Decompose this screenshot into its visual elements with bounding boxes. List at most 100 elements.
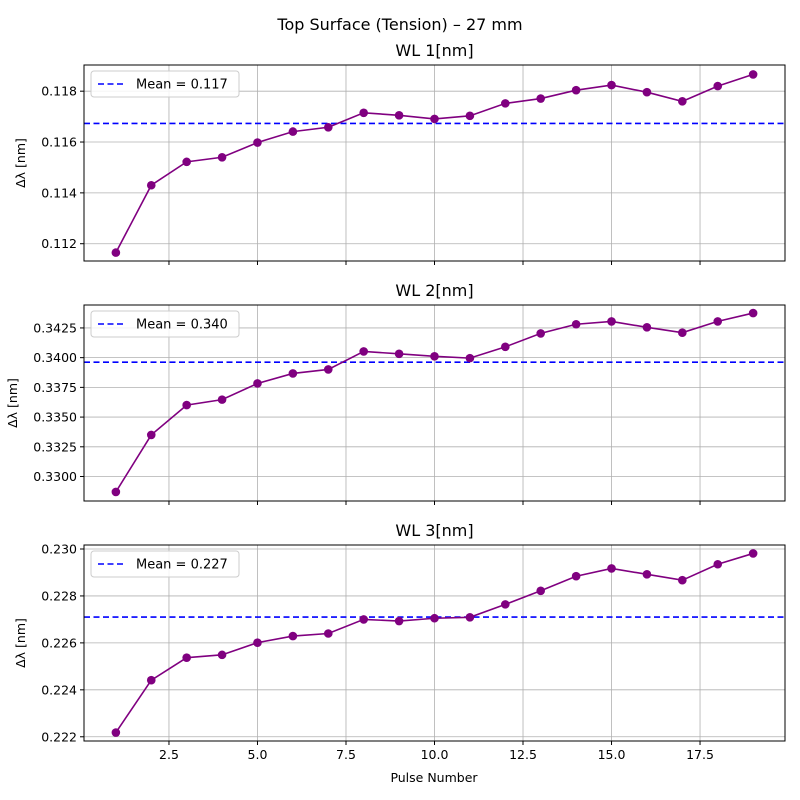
data-point [111,248,121,257]
data-point [713,81,723,91]
data-point [182,400,191,410]
data-point [323,122,333,132]
data-point [501,342,510,352]
data-point [571,571,581,581]
legend: Mean = 0.340 [90,310,240,338]
data-point [182,653,191,662]
x-tick-label: 15.0 [598,747,626,762]
subplot-3: WL 3[nm] 0.222 0.224 0.226 0.228 0.230 2.5 5.0 7… [13,521,786,762]
legend-box [90,550,240,578]
x-tick-label: 17.5 [686,747,714,762]
data-point [465,111,475,121]
data-point [323,629,333,638]
data-point [430,114,439,124]
data-point [288,127,298,136]
data-point [359,108,368,118]
data-point [111,728,121,737]
y-tick-label: 0.226 [41,635,77,650]
data-point [359,615,368,624]
data-point [146,675,156,685]
y-tick-label: 0.3350 [33,410,77,425]
data-point [678,97,687,106]
y-tick-label: 0.3325 [33,439,77,454]
data-point [253,379,262,388]
data-point [430,352,439,361]
axes-frame [83,304,786,502]
data-point [642,87,652,97]
data-point [501,600,510,609]
data-point [713,317,723,326]
data-point [217,650,227,660]
y-axis-label: Δλ [nm] [13,618,28,668]
data-point [748,308,758,318]
y-tick-label: 0.3375 [33,380,77,395]
y-tick-label: 0.3400 [33,350,77,365]
data-point [536,329,546,338]
data-point [465,612,475,622]
axes-frame [83,64,786,262]
legend-box [90,70,240,98]
y-tick-label: 0.114 [41,185,77,200]
y-axis-label: Δλ [nm] [13,138,28,188]
data-point [678,328,687,337]
data-point [713,559,723,569]
data-point [182,157,191,167]
data-point [394,349,404,359]
data-point [465,353,475,363]
y-tick-label: 0.3425 [33,320,77,335]
data-point [146,430,156,440]
data-point [571,85,581,95]
data-point [607,564,616,573]
subplot-2: WL 2[nm] 0.3300 0.3325 0.3350 0.3375 0.3400 0.… [5,281,786,505]
data-point [146,180,156,190]
y-tick-label: 0.228 [41,588,77,603]
x-axis-label: Pulse Number [390,770,478,785]
data-point [288,631,298,641]
x-tick-label: 5.0 [248,747,268,762]
data-point [394,616,404,626]
figure-title: Top Surface (Tension) – 27 mm [276,15,522,34]
data-point [536,94,546,103]
data-point [501,99,510,108]
subplot-title: WL 1[nm] [395,41,473,60]
legend-label: Mean = 0.117 [136,78,228,93]
data-point [323,365,333,374]
data-point [607,317,616,326]
subplots: WL 1[nm] 0.112 0.114 0.116 0.118 Δλ [nm] Mean … [5,41,786,762]
legend-label: Mean = 0.340 [136,318,228,333]
x-tick-label: 10.0 [421,747,449,762]
data-point [217,395,227,404]
data-point [253,638,262,647]
grid [84,545,785,741]
y-tick-label: 0.112 [41,236,77,251]
subplot-title: WL 2[nm] [395,281,473,300]
x-tick-label: 7.5 [336,747,356,762]
axes-frame [83,544,786,742]
y-axis-label: Δλ [nm] [5,378,20,428]
x-tick-label: 12.5 [509,747,537,762]
data-point [359,347,368,356]
data-point [642,323,652,332]
legend-box [90,310,240,338]
y-tick-label: 0.3300 [33,469,77,484]
subplot-title: WL 3[nm] [395,521,473,540]
data-point [217,152,227,162]
y-tick-label: 0.222 [41,729,77,744]
x-tick-label: 2.5 [159,747,179,762]
y-tick-label: 0.224 [41,682,77,697]
legend: Mean = 0.117 [90,70,240,98]
y-tick-label: 0.118 [41,84,77,99]
data-point [642,570,652,579]
subplot-1: WL 1[nm] 0.112 0.114 0.116 0.118 Δλ [nm] Mean … [13,41,786,265]
data-point [678,575,687,585]
data-point [748,549,758,558]
legend-label: Mean = 0.227 [136,558,228,573]
data-point [111,487,121,497]
data-point [571,319,581,329]
y-tick-label: 0.230 [41,541,77,556]
data-point [536,586,546,596]
data-point [607,80,616,90]
data-point [748,70,758,79]
